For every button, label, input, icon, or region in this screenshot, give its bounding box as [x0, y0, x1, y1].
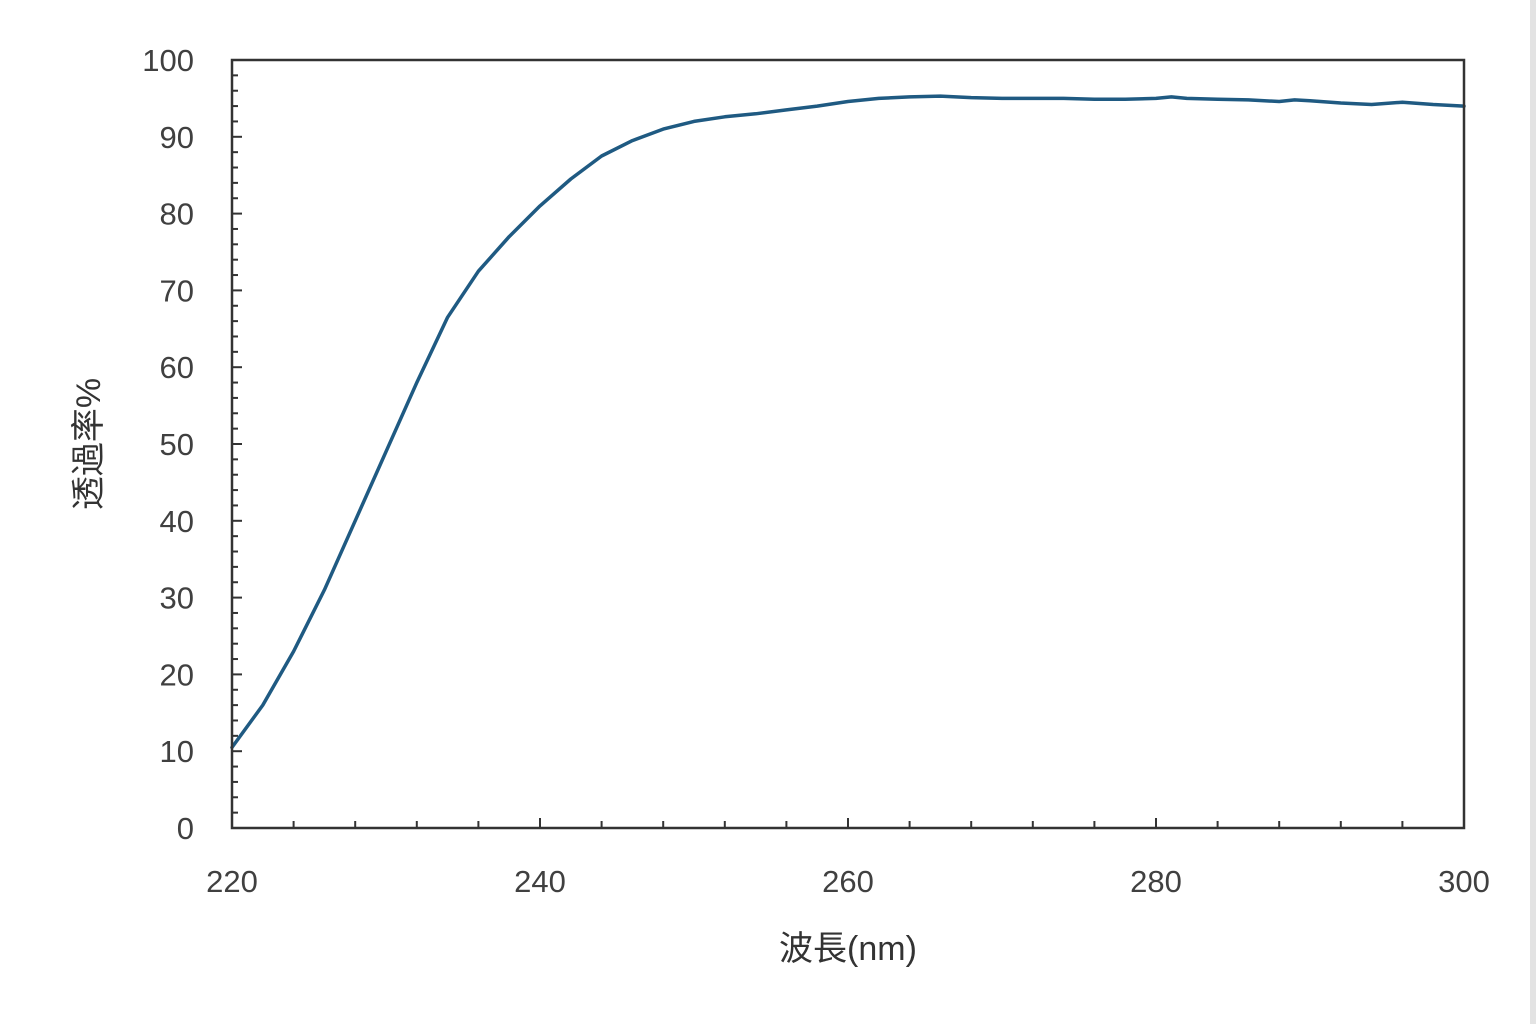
- y-tick-label: 60: [160, 350, 194, 385]
- y-tick-label: 90: [160, 120, 194, 155]
- y-axis-title: 透過率%: [70, 378, 108, 510]
- transmittance-series-line: [230, 94, 1466, 750]
- x-axis-title: 波長(nm): [779, 930, 917, 968]
- y-tick-label: 80: [160, 197, 194, 232]
- y-tick-label: 40: [160, 504, 194, 539]
- tick-labels-layer: 0 10 20 30 40 50 60 70 80 90 100 220 240 260 280 300: [142, 43, 1490, 899]
- x-tick-label: 260: [822, 864, 874, 899]
- series-layer: [230, 94, 1466, 750]
- x-tick-label: 240: [514, 864, 566, 899]
- y-tick-label: 50: [160, 427, 194, 462]
- x-tick-label: 220: [206, 864, 258, 899]
- y-tick-label: 70: [160, 273, 194, 308]
- x-tick-label: 280: [1130, 864, 1182, 899]
- y-tick-label: 100: [142, 43, 194, 78]
- y-tick-label: 30: [160, 581, 194, 616]
- y-tick-label: 10: [160, 734, 194, 769]
- y-tick-label: 0: [177, 811, 194, 846]
- y-tick-label: 20: [160, 657, 194, 692]
- window-edge: [1530, 0, 1536, 1024]
- x-tick-label: 300: [1438, 864, 1490, 899]
- ticks-layer: [231, 59, 1465, 829]
- plot-area-frame: [230, 58, 1466, 830]
